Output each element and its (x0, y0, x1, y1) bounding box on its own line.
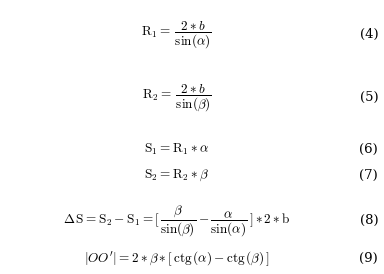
Text: (9): (9) (359, 252, 378, 266)
Text: $\mathrm{S}_1 = \mathrm{R}_1 * \alpha$: $\mathrm{S}_1 = \mathrm{R}_1 * \alpha$ (144, 142, 209, 157)
Text: $\mathrm{R}_2 = \;\dfrac{2 * b}{\sin(\beta)}$: $\mathrm{R}_2 = \;\dfrac{2 * b}{\sin(\be… (142, 82, 212, 113)
Text: $\mathrm{R}_1 = \;\dfrac{2 * b}{\sin(\alpha)}$: $\mathrm{R}_1 = \;\dfrac{2 * b}{\sin(\al… (141, 19, 212, 50)
Text: $|OO'| = 2 * \beta * [\,\mathrm{ctg}\,(\alpha) - \mathrm{ctg}\,(\beta)\,]$: $|OO'| = 2 * \beta * [\,\mathrm{ctg}\,(\… (84, 250, 270, 268)
Text: $\mathrm{S}_2 = \mathrm{R}_2 * \beta$: $\mathrm{S}_2 = \mathrm{R}_2 * \beta$ (144, 168, 209, 183)
Text: (7): (7) (359, 169, 378, 182)
Text: (5): (5) (359, 91, 378, 104)
Text: (6): (6) (359, 143, 378, 156)
Text: $\Delta\,\mathrm{S} = \mathrm{S}_2 - \mathrm{S}_1 = [\,\dfrac{\beta}{\sin(\beta): $\Delta\,\mathrm{S} = \mathrm{S}_2 - \ma… (63, 203, 290, 238)
Text: (8): (8) (359, 214, 378, 227)
Text: (4): (4) (359, 28, 378, 41)
